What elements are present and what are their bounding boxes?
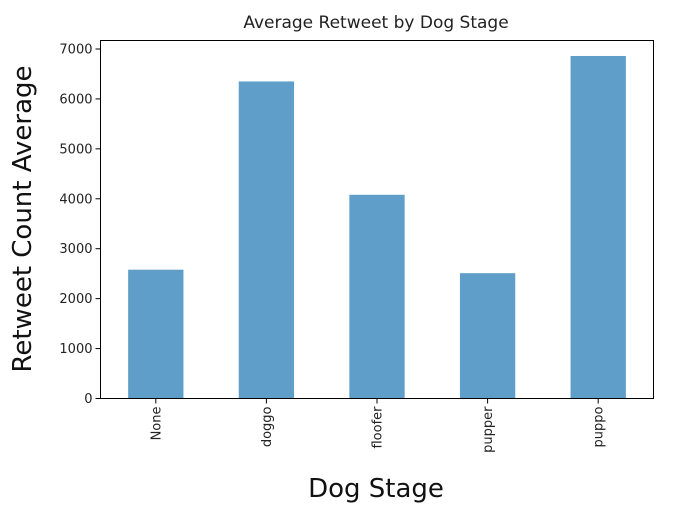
bar-puppo bbox=[570, 55, 626, 399]
y-tick-label: 5000 bbox=[59, 142, 92, 157]
x-tick-label: puppo bbox=[592, 406, 607, 447]
y-tick-label: 3000 bbox=[59, 242, 92, 257]
x-tick-label: None bbox=[149, 407, 164, 441]
plot-frame bbox=[100, 40, 654, 399]
bar-floofer bbox=[349, 194, 405, 399]
bar-none bbox=[128, 269, 184, 399]
bar-doggo bbox=[238, 81, 295, 399]
bars-group bbox=[128, 55, 626, 399]
y-tick-label: 2000 bbox=[59, 292, 92, 307]
y-tick-label: 7000 bbox=[59, 42, 92, 57]
y-axis: 0 1000 2000 3000 4000 5000 6000 7000 bbox=[59, 42, 101, 407]
bar-pupper bbox=[459, 273, 516, 399]
y-axis-label: Retweet Count Average bbox=[8, 65, 38, 372]
y-tick-label: 1000 bbox=[59, 342, 92, 357]
x-axis-label: Dog Stage bbox=[308, 474, 444, 504]
y-tick-label: 4000 bbox=[59, 192, 92, 207]
y-tick-label: 0 bbox=[84, 392, 92, 407]
x-axis: None doggo floofer pupper puppo bbox=[149, 398, 607, 453]
x-tick-label: floofer bbox=[371, 406, 386, 449]
y-tick-label: 6000 bbox=[59, 92, 92, 107]
chart-title: Average Retweet by Dog Stage bbox=[243, 13, 508, 33]
x-tick-label: doggo bbox=[260, 406, 275, 447]
x-tick-label: pupper bbox=[481, 406, 496, 453]
